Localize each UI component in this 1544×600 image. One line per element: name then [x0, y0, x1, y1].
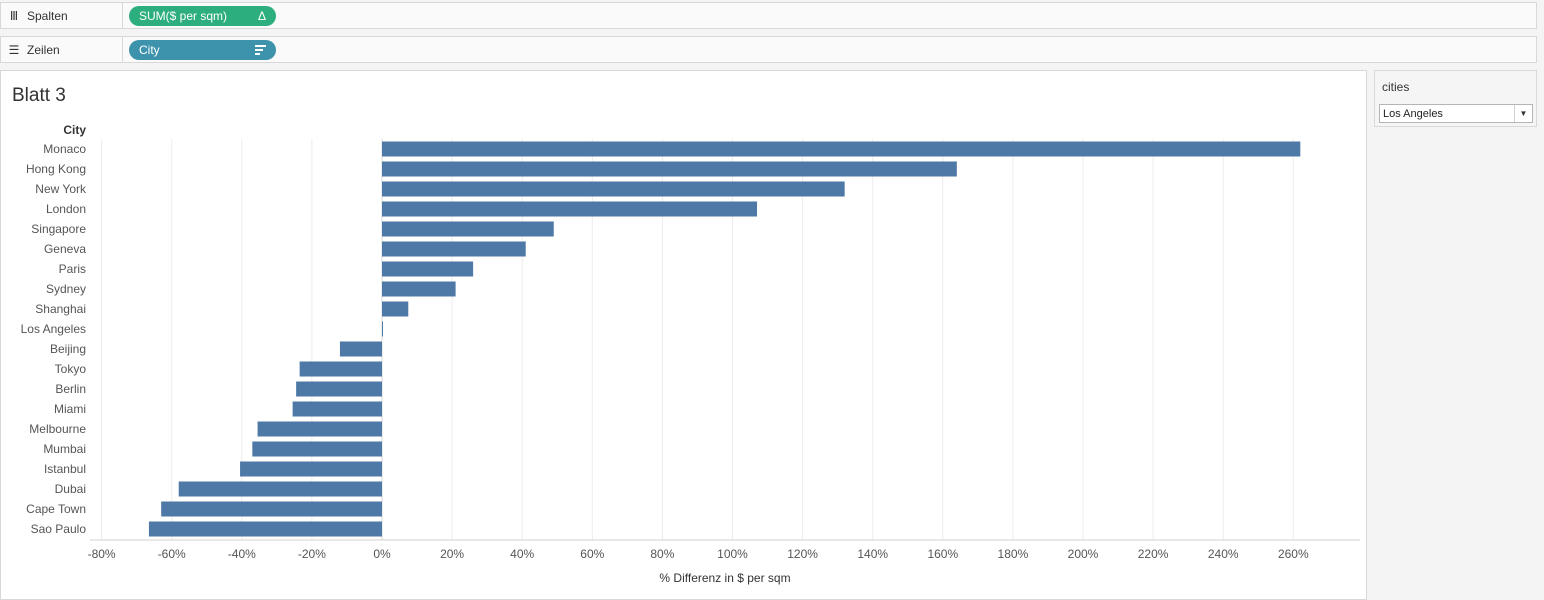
category-label: Singapore [31, 222, 86, 236]
rows-label-text: Zeilen [27, 42, 60, 57]
category-label: New York [35, 182, 87, 196]
bar [178, 481, 382, 497]
category-label: Melbourne [29, 422, 86, 436]
worksheet: Blatt 3 City Monaco Hong Kong New York Londo… [0, 70, 1367, 600]
category-label: Cape Town [26, 502, 86, 516]
columns-label-text: Spalten [27, 8, 68, 23]
category-label: Mumbai [43, 442, 86, 456]
bar [382, 321, 383, 337]
category-label: Sao Paulo [31, 522, 87, 536]
bar [382, 281, 456, 297]
x-axis-title: % Differenz in $ per sqm [659, 571, 790, 585]
x-tick-label: -40% [228, 547, 256, 561]
rows-shelf-label: ☰ Zeilen [1, 37, 123, 62]
x-tick-label: 200% [1068, 547, 1099, 561]
dimension-pill[interactable]: City [129, 40, 276, 60]
x-tick-label: 60% [580, 547, 604, 561]
sheet-title: Blatt 3 [12, 85, 66, 106]
x-tick-label: 220% [1138, 547, 1169, 561]
bar [382, 301, 409, 317]
x-tick-label: -80% [88, 547, 116, 561]
category-label: Tokyo [55, 362, 87, 376]
x-tick-label: -60% [158, 547, 186, 561]
category-label: Istanbul [44, 462, 86, 476]
rows-icon: ☰ [8, 42, 20, 57]
category-label: Los Angeles [21, 322, 86, 336]
category-label: Paris [59, 262, 86, 276]
sort-icon[interactable] [255, 45, 266, 55]
category-label: Shanghai [35, 302, 86, 316]
x-tick-label: 100% [717, 547, 748, 561]
bar [382, 141, 1301, 157]
filter-title: cities [1382, 80, 1410, 94]
category-label: Miami [54, 402, 86, 416]
bar-chart: City Monaco Hong Kong New York London Singapo… [21, 123, 1360, 585]
x-tick-label: 240% [1208, 547, 1239, 561]
dropdown-arrow-icon[interactable]: ▼ [1514, 105, 1532, 122]
columns-icon: Ⅲ [9, 8, 19, 23]
bar [382, 201, 758, 217]
columns-shelf: Ⅲ Spalten SUM($ per sqm) Δ [0, 2, 1537, 29]
category-label: Sydney [46, 282, 86, 296]
category-label: Beijing [50, 342, 86, 356]
x-tick-label: 260% [1278, 547, 1309, 561]
bar [339, 341, 382, 357]
bar [240, 461, 382, 477]
row-header: City [63, 123, 86, 137]
category-label: London [46, 202, 86, 216]
rows-shelf: ☰ Zeilen City [0, 36, 1537, 63]
category-label: Geneva [44, 242, 86, 256]
filter-card: cities Los Angeles ▼ [1374, 70, 1537, 127]
x-tick-label: 80% [650, 547, 674, 561]
x-tick-label: 120% [787, 547, 818, 561]
bar [292, 401, 382, 417]
category-label: Berlin [55, 382, 86, 396]
category-label: Monaco [43, 142, 86, 156]
category-label: Dubai [55, 482, 86, 496]
x-tick-label: 160% [927, 547, 958, 561]
dimension-pill-label: City [139, 43, 160, 57]
filter-selected-value: Los Angeles [1383, 107, 1443, 120]
bar [382, 221, 554, 237]
bar [148, 521, 382, 537]
category-label: Hong Kong [26, 162, 86, 176]
columns-shelf-label: Ⅲ Spalten [1, 3, 123, 28]
bar [257, 421, 382, 437]
x-tick-label: 20% [440, 547, 464, 561]
measure-pill-label: SUM($ per sqm) [139, 9, 228, 23]
bar [299, 361, 382, 377]
x-tick-label: 0% [373, 547, 391, 561]
delta-icon: Δ [257, 9, 266, 23]
bar [252, 441, 382, 457]
x-tick-label: -20% [298, 547, 326, 561]
city-filter-dropdown[interactable]: Los Angeles ▼ [1379, 104, 1533, 123]
bar [382, 161, 957, 177]
bar [382, 241, 526, 257]
x-tick-label: 40% [510, 547, 534, 561]
bar [382, 181, 845, 197]
bar [161, 501, 382, 517]
x-tick-label: 180% [998, 547, 1029, 561]
measure-pill[interactable]: SUM($ per sqm) Δ [129, 6, 276, 26]
x-tick-label: 140% [857, 547, 888, 561]
bar [296, 381, 382, 397]
bar [382, 261, 474, 277]
